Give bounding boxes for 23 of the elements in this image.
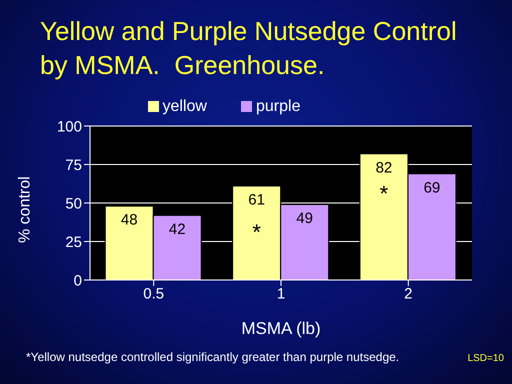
- y-tick-label: 0: [74, 272, 82, 290]
- y-tick-label: 25: [65, 234, 82, 251]
- annotation: *: [252, 220, 262, 245]
- text: *Yellow nutsedge controlled significantly greater than purple nutsedge.: [26, 350, 400, 364]
- legend-label: purple: [256, 98, 300, 115]
- y-tick-label: 100: [56, 118, 82, 136]
- legend-label: yellow: [162, 98, 207, 115]
- chart-title: Yellow and Purple Nutsedge Control by MSMA. Greenhouse.: [40, 15, 458, 82]
- data-label: 69: [424, 179, 440, 196]
- text: LSD=10: [468, 353, 504, 364]
- data-label: 48: [120, 212, 138, 229]
- x-axis-title: MSMA (lb): [241, 319, 321, 338]
- x-tick-label: 2: [404, 286, 413, 303]
- y-axis-title: % control: [16, 176, 34, 243]
- annotation: *: [380, 181, 389, 206]
- data-label: 49: [296, 210, 313, 228]
- y-tick-label: 50: [65, 195, 82, 212]
- data-label: 82: [376, 159, 392, 176]
- y-tick-label: 75: [65, 156, 82, 174]
- data-label: 42: [168, 220, 186, 238]
- x-tick-label: 0.5: [143, 286, 164, 303]
- x-tick-label: 1: [276, 286, 286, 303]
- data-label: 61: [248, 192, 265, 209]
